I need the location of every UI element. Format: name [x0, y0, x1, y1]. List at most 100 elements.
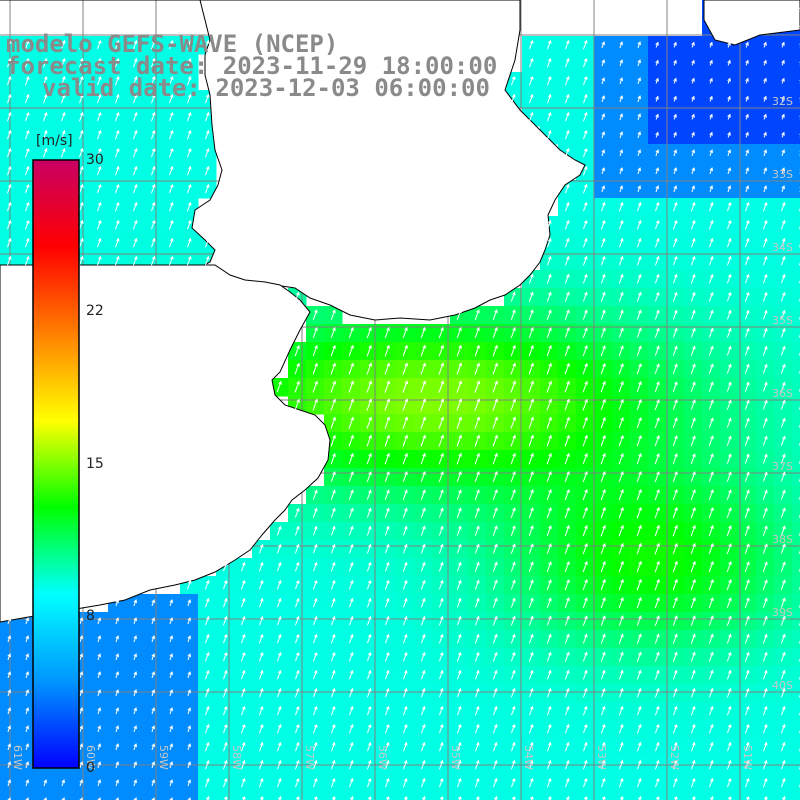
wind-arrow-head	[458, 597, 462, 602]
wind-arrow	[294, 652, 300, 662]
wind-arrow	[618, 579, 624, 591]
wind-arrow-head	[674, 363, 678, 368]
wind-arrow	[366, 616, 372, 626]
wind-arrow-head	[763, 669, 768, 674]
wind-arrow-head	[530, 327, 534, 332]
wind-arrow	[564, 760, 570, 770]
wind-arrow	[366, 598, 372, 608]
wind-arrow	[600, 724, 606, 734]
wind-arrow-head	[710, 453, 714, 458]
wind-arrow	[132, 94, 138, 104]
wind-arrow	[636, 634, 642, 644]
wind-arrow-head	[566, 434, 570, 439]
wind-arrow	[654, 310, 660, 320]
wind-arrow-head	[530, 561, 534, 566]
wind-arrow	[348, 381, 354, 393]
wind-arrow	[780, 742, 786, 752]
wind-arrow	[762, 544, 768, 554]
wind-arrow-head	[332, 434, 336, 439]
wind-arrow-head	[566, 597, 570, 602]
wind-arrow	[654, 364, 660, 374]
wind-arrow-head	[295, 543, 300, 548]
wind-arrow-head	[277, 543, 282, 548]
wind-arrow-head	[691, 149, 696, 154]
wind-arrow-head	[187, 635, 192, 640]
wind-arrow-head	[331, 615, 336, 620]
wind-arrow	[654, 292, 660, 302]
wind-cell	[252, 792, 271, 800]
wind-arrow-head	[7, 129, 12, 134]
wind-arrow-head	[746, 453, 750, 458]
wind-arrow	[384, 742, 390, 752]
wind-arrow-head	[205, 687, 210, 692]
wind-arrow-head	[709, 219, 714, 224]
wind-arrow	[654, 760, 660, 770]
wind-arrow-head	[368, 344, 372, 349]
wind-arrow-head	[692, 327, 696, 332]
wind-cell	[144, 792, 163, 800]
wind-arrow	[672, 274, 678, 284]
wind-cell	[396, 792, 415, 800]
wind-arrow-head	[781, 95, 785, 100]
wind-arrow	[114, 130, 120, 140]
wind-arrow	[294, 508, 300, 518]
wind-arrow-head	[529, 777, 534, 782]
wind-arrow-head	[439, 615, 444, 620]
wind-arrow	[618, 543, 624, 555]
wind-arrow-head	[151, 129, 156, 134]
wind-arrow	[456, 417, 462, 429]
wind-arrow	[348, 327, 354, 339]
wind-cell	[792, 576, 800, 595]
wind-arrow-head	[386, 398, 391, 403]
wind-arrow	[672, 382, 678, 392]
wind-arrow	[330, 598, 336, 608]
wind-arrow-head	[728, 525, 732, 530]
wind-arrow-head	[169, 75, 174, 80]
wind-arrow	[258, 544, 264, 554]
wind-arrow	[240, 760, 246, 770]
wind-arrow-head	[43, 111, 48, 116]
wind-arrow-head	[529, 687, 534, 692]
wind-arrow	[510, 778, 516, 788]
wind-arrow-head	[259, 741, 264, 746]
wind-arrow-head	[529, 723, 534, 728]
wind-arrow-head	[782, 597, 786, 602]
wind-arrow	[764, 796, 768, 800]
wind-arrow-head	[781, 309, 786, 314]
wind-arrow-head	[709, 237, 714, 242]
wind-arrow	[204, 688, 210, 698]
wind-arrow-head	[313, 543, 318, 548]
wind-arrow	[24, 238, 30, 248]
wind-arrow-head	[727, 273, 732, 278]
wind-arrow-head	[259, 777, 264, 782]
wind-arrow	[276, 670, 282, 680]
wind-arrow	[546, 634, 552, 644]
wind-arrow-head	[494, 452, 498, 457]
wind-arrow-head	[314, 507, 318, 512]
wind-arrow-head	[512, 434, 516, 439]
wind-arrow	[438, 526, 444, 536]
wind-arrow	[384, 381, 390, 393]
wind-cell	[216, 792, 235, 800]
wind-arrow	[654, 561, 660, 573]
wind-arrow	[780, 490, 786, 500]
wind-arrow-head	[404, 507, 408, 512]
wind-arrow-head	[349, 669, 354, 674]
wind-arrow-head	[277, 561, 282, 566]
wind-arrow	[510, 526, 516, 536]
wind-arrow-head	[295, 741, 300, 746]
wind-arrow	[510, 345, 516, 357]
wind-arrow-head	[331, 687, 336, 692]
wind-arrow	[474, 544, 480, 554]
wind-arrow-head	[692, 399, 696, 404]
wind-arrow	[312, 778, 318, 788]
wind-arrow-head	[619, 759, 624, 764]
wind-arrow	[528, 435, 534, 447]
wind-arrow-head	[781, 795, 786, 800]
wind-arrow-head	[25, 93, 30, 98]
wind-arrow-head	[637, 131, 642, 136]
wind-cell	[54, 792, 73, 800]
wind-arrow-head	[692, 633, 696, 638]
wind-arrow-head	[151, 255, 156, 260]
wind-arrow-head	[187, 599, 192, 604]
